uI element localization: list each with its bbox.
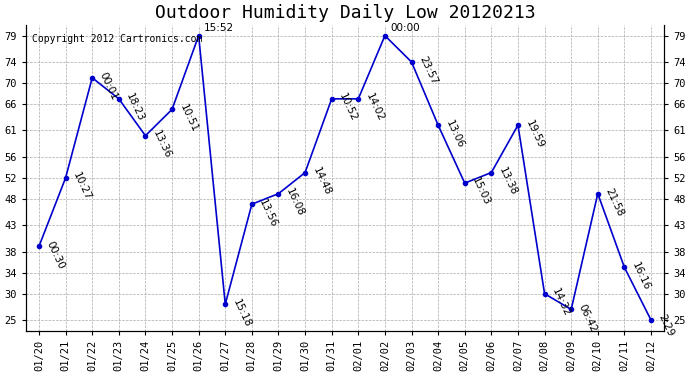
Text: 00:00: 00:00 — [391, 23, 420, 33]
Text: 18:23: 18:23 — [124, 92, 146, 123]
Text: 00:30: 00:30 — [45, 239, 66, 270]
Text: 06:42: 06:42 — [577, 303, 598, 334]
Text: 21:58: 21:58 — [603, 187, 625, 218]
Text: 14:48: 14:48 — [310, 166, 333, 197]
Text: 10:27: 10:27 — [71, 171, 93, 202]
Text: 13:06: 13:06 — [444, 118, 466, 150]
Text: 13:56: 13:56 — [257, 197, 279, 229]
Text: 2:29: 2:29 — [657, 313, 676, 339]
Text: 19:59: 19:59 — [524, 118, 545, 150]
Text: 10:51: 10:51 — [177, 102, 199, 134]
Text: 14:02: 14:02 — [364, 92, 386, 123]
Text: 15:52: 15:52 — [204, 23, 235, 33]
Text: 15:03: 15:03 — [471, 176, 492, 207]
Text: 13:36: 13:36 — [151, 129, 172, 160]
Text: 00:01: 00:01 — [98, 71, 119, 102]
Text: 15:18: 15:18 — [231, 297, 253, 329]
Text: 13:38: 13:38 — [497, 166, 519, 197]
Text: Copyright 2012 Cartronics.com: Copyright 2012 Cartronics.com — [32, 34, 202, 44]
Text: 16:08: 16:08 — [284, 187, 306, 218]
Text: 16:16: 16:16 — [630, 260, 652, 292]
Text: 14:32: 14:32 — [550, 287, 572, 318]
Title: Outdoor Humidity Daily Low 20120213: Outdoor Humidity Daily Low 20120213 — [155, 4, 535, 22]
Text: 10:52: 10:52 — [337, 92, 359, 123]
Text: 23:57: 23:57 — [417, 55, 439, 87]
